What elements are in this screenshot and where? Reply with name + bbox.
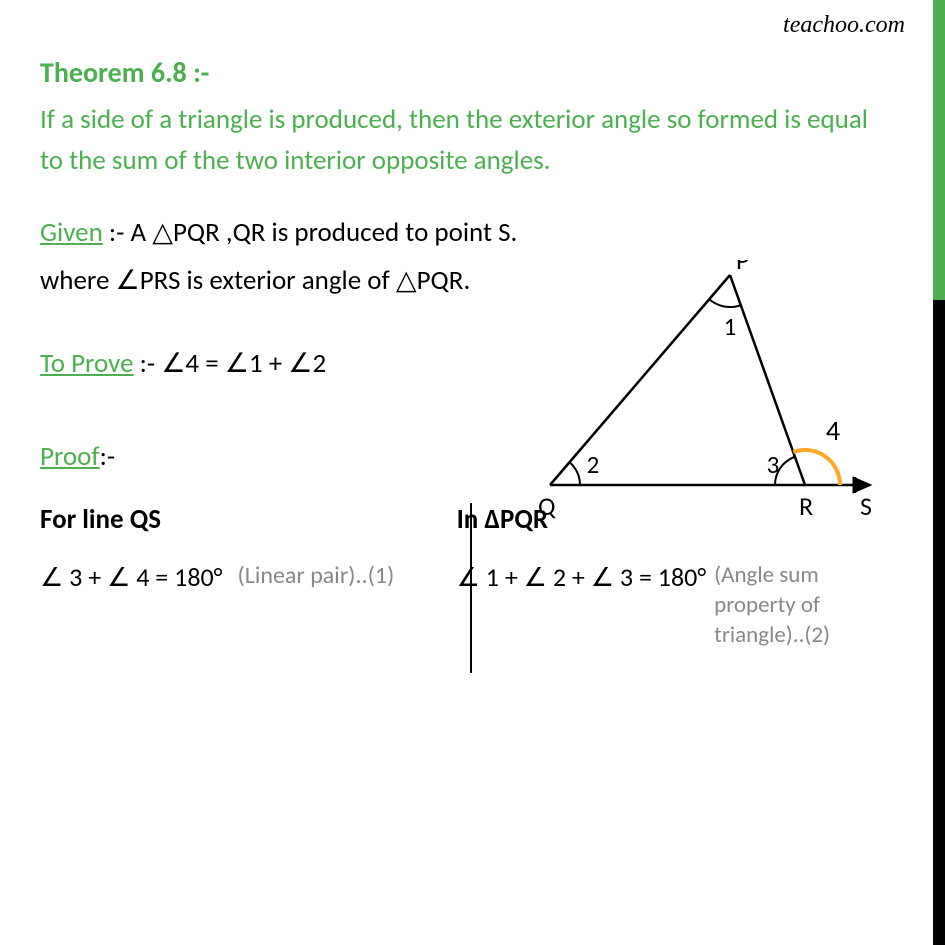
left-equation-row: ∠ 3 + ∠ 4 = 180° (Linear pair)..(1) xyxy=(40,561,427,593)
left-reason: (Linear pair)..(1) xyxy=(237,561,394,590)
right-reason-l2: property of xyxy=(714,591,820,619)
triangle-svg: P Q R S 1 2 3 4 xyxy=(515,260,885,530)
left-equation: ∠ 3 + ∠ 4 = 180° xyxy=(40,561,222,593)
proof-label: Proof xyxy=(40,440,100,473)
proof-label-suffix: :- xyxy=(100,440,116,473)
angle-label-2: 2 xyxy=(587,449,600,480)
vertex-label-p: P xyxy=(736,260,749,276)
angle-arc-4-exterior xyxy=(793,450,840,485)
angle-label-4: 4 xyxy=(826,413,840,448)
sidebar-accent-black xyxy=(933,300,945,945)
column-divider xyxy=(470,503,472,673)
angle-label-1: 1 xyxy=(724,311,737,342)
to-prove-text: :- ∠4 = ∠1 + ∠2 xyxy=(134,347,327,380)
given-block: Given :- A △PQR ,QR is produced to point… xyxy=(40,216,880,249)
right-reason: (Angle sum property of triangle)..(2) xyxy=(714,561,830,651)
site-logo: teachoo.com xyxy=(783,12,905,39)
to-prove-label: To Prove xyxy=(40,347,134,380)
theorem-title: Theorem 6.8 :- xyxy=(40,55,880,90)
right-reason-l3: triangle)..(2) xyxy=(714,621,830,649)
vertex-label-r: R xyxy=(799,490,813,522)
angle-label-3: 3 xyxy=(767,449,780,480)
right-equation: ∠ 1 + ∠ 2 + ∠ 3 = 180° xyxy=(457,561,707,593)
left-heading: For line QS xyxy=(40,503,427,536)
proof-column-left: For line QS ∠ 3 + ∠ 4 = 180° (Linear pai… xyxy=(40,503,437,651)
right-equation-row: ∠ 1 + ∠ 2 + ∠ 3 = 180° (Angle sum proper… xyxy=(457,561,880,651)
right-reason-l1: (Angle sum xyxy=(714,561,819,589)
given-text: :- A △PQR ,QR is produced to point S. xyxy=(103,216,518,249)
vertex-label-q: Q xyxy=(538,490,556,522)
angle-arc-1 xyxy=(709,299,741,307)
theorem-statement: If a side of a triangle is produced, the… xyxy=(40,100,880,181)
triangle-diagram: P Q R S 1 2 3 4 xyxy=(515,260,885,530)
vertex-label-s: S xyxy=(860,490,872,522)
angle-arc-2 xyxy=(570,462,580,485)
given-label: Given xyxy=(40,216,103,249)
side-pq xyxy=(550,275,730,485)
sidebar-accent-green xyxy=(933,0,945,300)
